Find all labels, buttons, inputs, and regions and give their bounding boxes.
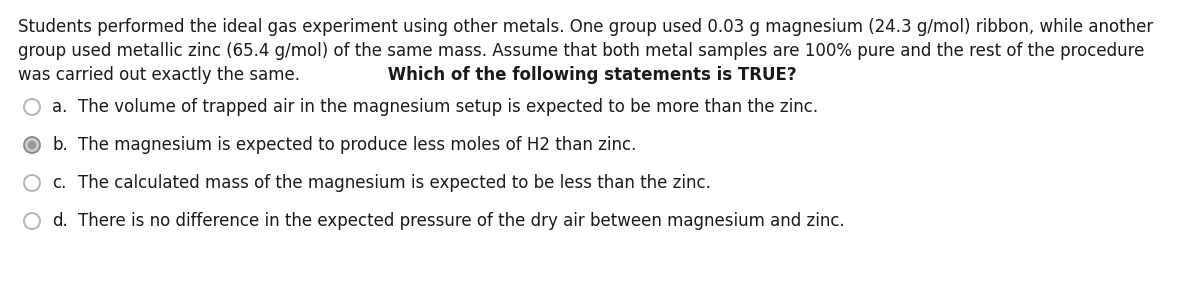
Text: c.: c. [52, 174, 66, 192]
Text: d.: d. [52, 212, 67, 230]
Text: There is no difference in the expected pressure of the dry air between magnesium: There is no difference in the expected p… [78, 212, 845, 230]
Circle shape [24, 137, 40, 153]
Text: b.: b. [52, 136, 67, 154]
Circle shape [24, 99, 40, 115]
Circle shape [24, 213, 40, 229]
Text: The volume of trapped air in the magnesium setup is expected to be more than the: The volume of trapped air in the magnesi… [78, 98, 818, 116]
Text: was carried out exactly the same.: was carried out exactly the same. [18, 66, 300, 84]
Circle shape [28, 141, 36, 149]
Text: The magnesium is expected to produce less moles of H2 than zinc.: The magnesium is expected to produce les… [78, 136, 636, 154]
Text: group used metallic zinc (65.4 g/mol) of the same mass. Assume that both metal s: group used metallic zinc (65.4 g/mol) of… [18, 42, 1145, 60]
Text: Students performed the ideal gas experiment using other metals. One group used 0: Students performed the ideal gas experim… [18, 18, 1153, 36]
Text: a.: a. [52, 98, 67, 116]
Text: The calculated mass of the magnesium is expected to be less than the zinc.: The calculated mass of the magnesium is … [78, 174, 710, 192]
Circle shape [24, 175, 40, 191]
Text: Which of the following statements is TRUE?: Which of the following statements is TRU… [382, 66, 797, 84]
